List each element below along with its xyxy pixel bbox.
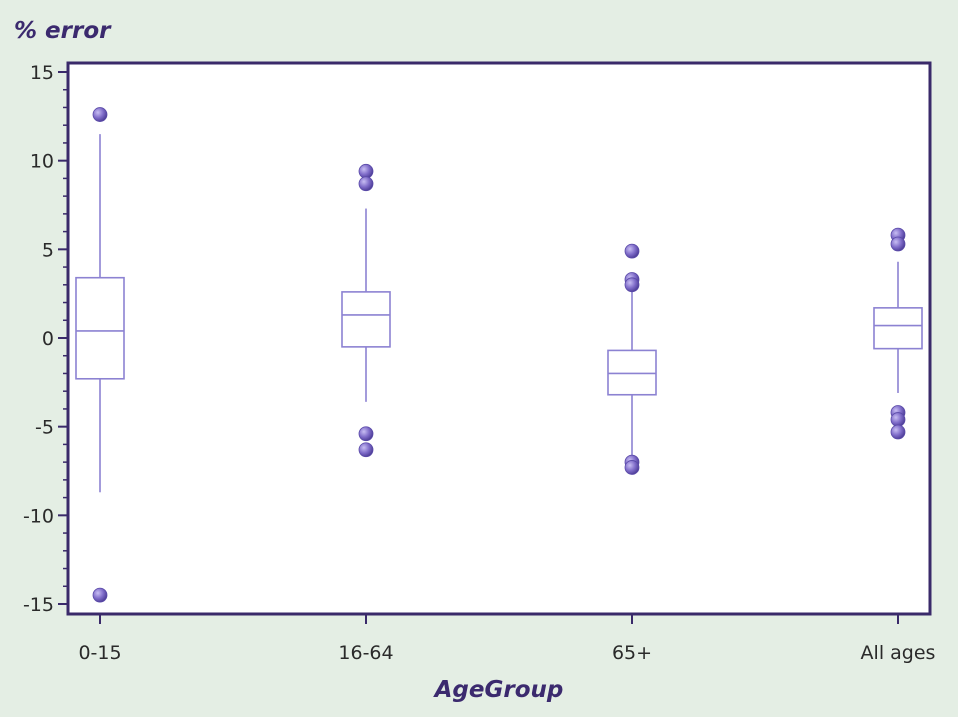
outlier-point: [624, 277, 640, 293]
outlier-point: [92, 107, 108, 122]
y-tick-label: 10: [30, 151, 54, 173]
iqr-box: [341, 291, 391, 348]
x-tick-label: 0-15: [78, 642, 121, 664]
y-tick-label: 0: [42, 328, 54, 350]
iqr-box: [873, 307, 923, 350]
outlier-point: [358, 442, 374, 458]
box-group-2: [607, 243, 657, 475]
x-tick-label: 65+: [612, 642, 652, 664]
outlier-point: [92, 587, 108, 603]
plot-area: [66, 61, 932, 616]
outlier-point: [624, 460, 640, 475]
y-tick-label: -5: [35, 417, 54, 439]
iqr-box: [75, 276, 125, 380]
iqr-box: [607, 349, 657, 396]
y-axis: -15 -10 -5 0 5 10 15: [23, 62, 68, 616]
x-tick-label: 16-64: [338, 642, 393, 664]
outlier-point: [358, 163, 374, 179]
x-axis: 0-15 16-64 65+ All ages: [78, 614, 935, 664]
box-group-1: [341, 163, 391, 458]
boxes-layer: [75, 107, 923, 603]
outlier-point: [358, 426, 374, 442]
box-group-3: [873, 227, 923, 440]
y-tick-label: -15: [23, 594, 54, 616]
y-tick-label: 5: [42, 239, 54, 261]
outlier-point: [624, 243, 640, 259]
outlier-point: [890, 424, 906, 440]
y-tick-label: -10: [23, 505, 54, 527]
outlier-point: [358, 176, 374, 192]
outlier-point: [890, 412, 906, 427]
y-axis-title: % error: [14, 18, 112, 44]
x-tick-label: All ages: [861, 642, 936, 664]
y-tick-label: 15: [30, 62, 54, 84]
box-group-0: [75, 107, 125, 603]
outlier-point: [890, 236, 906, 252]
x-axis-title: AgeGroup: [433, 677, 564, 703]
